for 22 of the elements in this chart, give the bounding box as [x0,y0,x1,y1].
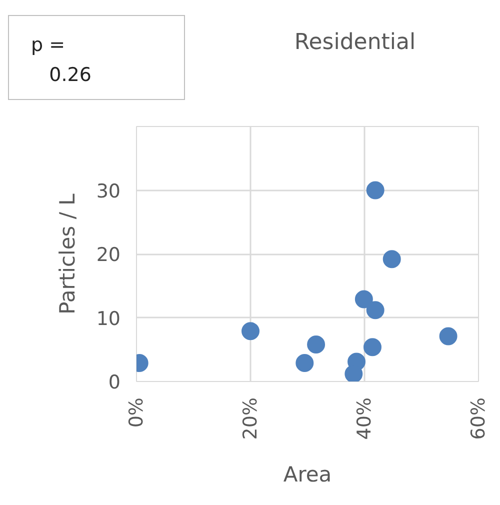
point [439,327,458,346]
x-axis-title: Area [283,462,332,487]
point [242,322,260,340]
point [366,301,384,320]
x-tick-label: 60% [468,397,490,440]
chart-title: Residential [294,29,416,57]
point [307,336,326,354]
y-axis-title: Particles / L [55,193,80,314]
y-tick-label: 20 [96,244,121,266]
y-tick-label: 30 [96,180,121,202]
text: p = 0.26 [31,33,92,88]
x-tick-label: 40% [354,397,376,440]
point [382,250,401,268]
y-tick-label: 10 [96,308,121,330]
point [363,338,382,356]
y-tick-label: 0 [108,372,121,394]
point [344,364,363,382]
x-tick-label: 0% [126,397,148,428]
point [296,354,314,372]
point [366,181,384,200]
point [354,290,373,308]
x-tick-label: 20% [240,397,262,440]
